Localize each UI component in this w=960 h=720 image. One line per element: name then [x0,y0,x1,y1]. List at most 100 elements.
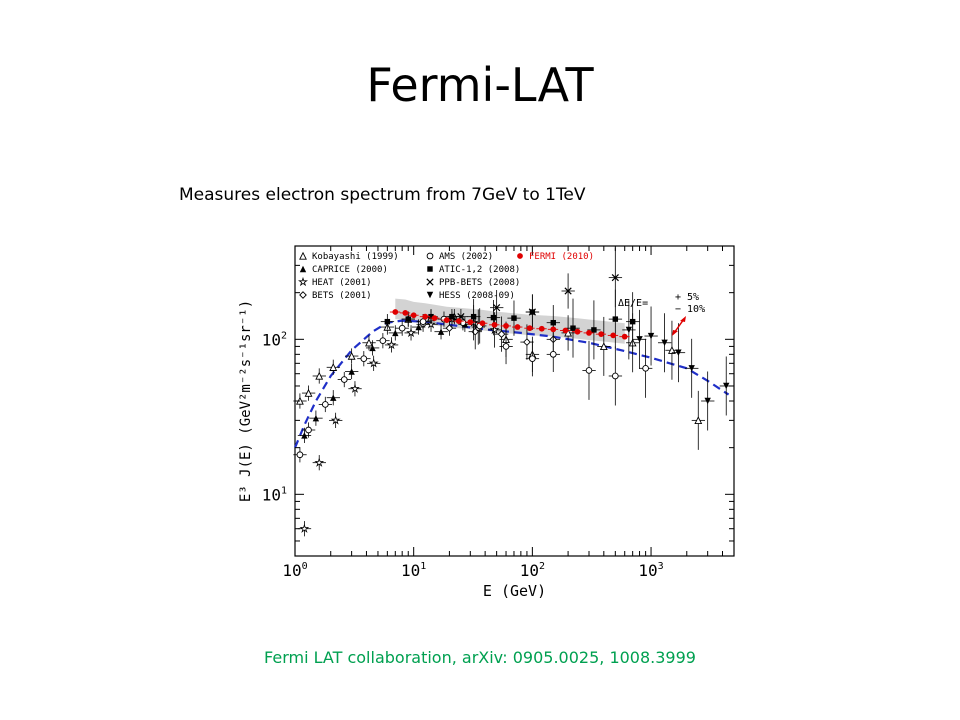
data-point-ams-2002 [357,351,371,367]
marker [526,325,533,332]
legend-label: HEAT (2001) [312,278,372,288]
marker [301,432,308,439]
marker [305,426,312,434]
marker [661,339,668,346]
data-point-ams-2002 [499,328,513,365]
marker [489,324,500,335]
marker [392,329,399,337]
marker [514,324,521,330]
data-point-kobayashi-1999 [362,335,376,351]
data-point-heat-2001 [404,325,418,341]
data-point-fermi-2010 [583,330,594,336]
data-point-hess-2008-09 [701,371,715,431]
marker [694,416,703,425]
data-point-atic-1-2-2008 [587,300,601,360]
marker [402,310,409,316]
marker [668,346,676,354]
marker [470,313,477,320]
data-point-atic-1-2-2008 [401,311,416,327]
x-tick-label: 100 [282,561,307,580]
marker [369,344,376,352]
marker [422,313,429,320]
y-tick-label: 102 [262,330,287,349]
marker [610,332,617,339]
data-point-bets-2001 [520,324,534,360]
x-tick-label: 101 [401,561,426,580]
y-tick-label: 101 [262,485,287,504]
marker [621,333,628,340]
marker [642,364,649,372]
data-point-kobayashi-1999 [312,368,326,384]
marker [455,318,462,325]
data-point-hess-2008-09 [622,300,636,360]
marker [315,371,324,380]
marker [612,316,619,322]
marker [350,383,360,393]
data-point-ams-2002 [416,314,430,330]
marker [675,349,682,356]
data-point-atic-1-2-2008 [486,299,501,336]
data-point-kobayashi-1999 [301,385,316,401]
marker [360,355,368,363]
marker [538,325,545,332]
marker [570,325,576,331]
marker [549,351,557,358]
marker [443,317,450,324]
data-point-fermi-2010 [619,333,630,340]
marker [386,339,397,350]
marker [437,328,445,335]
data-point-caprice-2000 [434,324,448,340]
data-point-atic-1-2-2008 [546,305,561,341]
marker [528,308,536,316]
marker [636,336,643,343]
marker [611,372,619,380]
marker [493,304,501,312]
marker [467,319,474,326]
marker [491,321,498,328]
data-point-hess-2008-09 [657,313,672,373]
legend-marker [426,291,434,299]
marker [296,451,304,459]
data-point-heat-2001 [384,337,399,353]
data-point-caprice-2000 [388,325,403,341]
marker [574,328,581,335]
legend-marker [426,278,434,286]
data-point-hess-2008-09 [671,323,686,383]
marker [625,326,633,334]
citation: Fermi LAT collaboration, arXiv: 0905.002… [264,648,696,667]
data-point-ams-2002 [293,447,307,463]
marker [406,327,416,338]
data-point-ams-2002 [608,346,623,406]
marker [347,351,356,360]
data-point-ppb-bets-2008 [561,273,575,309]
legend-label: BETS (2001) [312,291,372,301]
data-point-atic-1-2-2008 [467,299,481,335]
data-point-fermi-2010 [500,323,511,329]
x-tick-label: 103 [638,561,663,580]
marker [431,315,438,322]
data-point-ams-2002 [639,338,653,398]
x-tick-label: 102 [520,561,545,580]
marker [523,338,531,346]
data-point-fermi-2010 [477,320,488,327]
y-axis-label: E³ J(E) (GeV²m⁻²s⁻¹sr⁻¹) [238,300,254,502]
data-point-ams-2002 [318,396,333,413]
energy-scale-arrowhead [680,316,686,322]
data-point-ams-2002 [546,336,561,373]
marker [598,331,605,338]
marker [611,274,619,282]
legend-marker [426,252,434,260]
marker [368,358,379,368]
data-point-ams-2002 [582,340,596,400]
electron-spectrum-chart: 100 101 102 103 101 102 E (GeV) E³ J(E) (GeV²m⁻… [238,245,735,598]
data-point-ams-2002 [376,333,390,349]
data-point-ams-2002 [525,341,540,377]
marker [629,318,636,325]
marker [599,342,608,351]
data-point-fermi-2010 [399,310,411,316]
legend-label: CAPRICE (2000) [312,265,388,275]
marker [299,523,310,533]
data-point-fermi-2010 [560,327,571,334]
data-point-fermi-2010 [607,332,619,339]
marker [392,309,399,315]
